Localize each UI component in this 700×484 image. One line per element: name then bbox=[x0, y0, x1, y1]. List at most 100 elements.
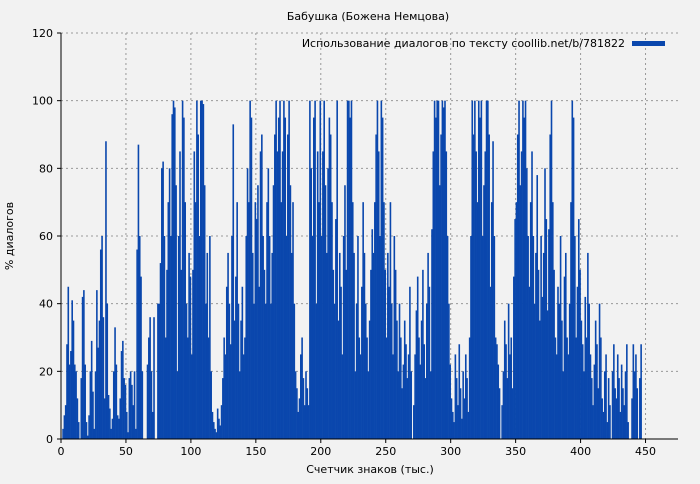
bar bbox=[179, 151, 181, 439]
bar bbox=[251, 252, 254, 439]
bar bbox=[189, 276, 192, 439]
bar bbox=[329, 134, 332, 439]
bar bbox=[476, 202, 479, 439]
bar bbox=[331, 202, 333, 439]
bar bbox=[101, 236, 103, 439]
bar bbox=[276, 151, 279, 439]
bar bbox=[527, 236, 529, 439]
bar bbox=[338, 252, 341, 439]
bar bbox=[105, 141, 107, 439]
bar bbox=[510, 337, 513, 439]
bar bbox=[593, 364, 596, 439]
bar bbox=[623, 405, 626, 439]
bar bbox=[440, 134, 442, 439]
bar bbox=[344, 185, 346, 439]
bar bbox=[420, 320, 423, 439]
bar bbox=[325, 252, 328, 439]
bar bbox=[537, 269, 540, 439]
bar bbox=[577, 219, 580, 439]
bar bbox=[519, 185, 522, 439]
chart-title: Бабушка (Божена Немцова) bbox=[287, 10, 449, 23]
bar bbox=[414, 354, 416, 439]
bar bbox=[188, 252, 190, 439]
bar bbox=[193, 151, 196, 439]
bar bbox=[535, 252, 537, 439]
bar bbox=[536, 175, 539, 439]
bar bbox=[511, 388, 514, 439]
bar bbox=[372, 252, 375, 439]
bar bbox=[328, 117, 331, 439]
bar bbox=[319, 100, 322, 440]
bar bbox=[210, 371, 212, 439]
bar bbox=[620, 364, 623, 439]
bar bbox=[302, 378, 305, 439]
bar bbox=[410, 371, 413, 439]
x-tick-label: 200 bbox=[310, 445, 331, 458]
y-tick-label: 120 bbox=[32, 27, 53, 40]
bar bbox=[572, 117, 575, 439]
bar bbox=[124, 384, 127, 439]
bar bbox=[324, 185, 327, 439]
bar bbox=[335, 219, 337, 439]
bar bbox=[153, 317, 155, 439]
bar bbox=[253, 303, 255, 439]
bar bbox=[626, 344, 628, 439]
bar bbox=[106, 303, 109, 439]
bar bbox=[80, 378, 83, 439]
bar bbox=[167, 202, 170, 439]
bar bbox=[468, 337, 471, 439]
bar bbox=[428, 286, 431, 439]
bar bbox=[272, 185, 275, 439]
bar bbox=[449, 364, 451, 439]
bar bbox=[271, 252, 274, 439]
bar bbox=[402, 364, 405, 439]
bar bbox=[555, 354, 558, 439]
bar bbox=[123, 378, 125, 439]
bar bbox=[257, 185, 259, 439]
bar bbox=[515, 202, 518, 439]
bar bbox=[332, 269, 335, 439]
bar bbox=[222, 378, 224, 439]
axes: 0 50 100 150 200 250 300 350 400 450 0 20 40 60 80 100 1… bbox=[32, 27, 678, 458]
y-tick-label: 100 bbox=[32, 95, 53, 108]
bar bbox=[333, 303, 336, 439]
bar bbox=[388, 286, 390, 439]
bar bbox=[496, 344, 498, 439]
bar bbox=[454, 354, 457, 439]
x-axis-label: Счетчик знаков (тыс.) bbox=[306, 463, 434, 476]
bar bbox=[568, 303, 571, 439]
x-tick-label: 450 bbox=[635, 445, 656, 458]
bar bbox=[624, 371, 627, 439]
bar bbox=[444, 100, 446, 440]
bar bbox=[575, 337, 577, 439]
bar bbox=[463, 398, 466, 439]
bar bbox=[374, 202, 376, 439]
bar bbox=[392, 354, 394, 439]
bar bbox=[354, 371, 357, 439]
bar bbox=[205, 303, 207, 439]
bar bbox=[505, 344, 507, 439]
bar bbox=[261, 134, 263, 439]
bar bbox=[180, 269, 183, 439]
bar bbox=[544, 168, 546, 440]
bar bbox=[480, 100, 483, 440]
bar bbox=[68, 364, 71, 439]
bar bbox=[481, 236, 484, 439]
bar bbox=[192, 269, 194, 439]
bar bbox=[405, 344, 407, 439]
bar bbox=[290, 252, 293, 439]
bar bbox=[618, 378, 620, 439]
bar bbox=[639, 378, 641, 439]
bar bbox=[627, 422, 629, 439]
bar bbox=[249, 100, 251, 440]
bar bbox=[445, 151, 448, 439]
bar bbox=[246, 168, 249, 440]
bar bbox=[267, 168, 270, 440]
bar bbox=[524, 100, 527, 440]
bar bbox=[163, 236, 166, 439]
bar bbox=[576, 286, 579, 439]
x-tick-label: 250 bbox=[375, 445, 396, 458]
bar bbox=[437, 100, 440, 440]
bar bbox=[540, 236, 542, 439]
bar bbox=[233, 320, 236, 439]
